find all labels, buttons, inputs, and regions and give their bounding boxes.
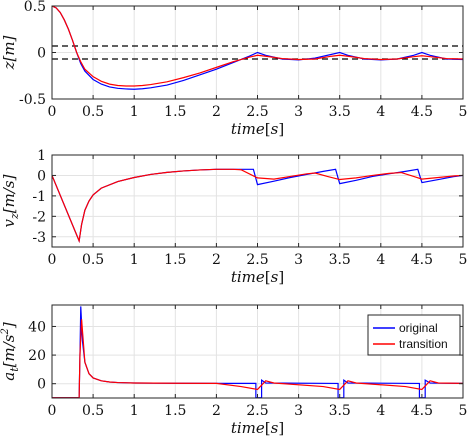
y-axis-label: at[m/s2] [0,322,21,381]
x-tick-label: 3.5 [329,252,351,268]
y-axis-label: z[m] [0,35,18,70]
y-tick-label: 0 [37,168,46,184]
subplot-2: 0 0.5 1 1.5 2 2.5 3 3.5 4 4.5 5 1 0 -1 -2 -3 time[s] vz[m… [0,148,467,286]
x-axis-label: time[s] [231,419,284,437]
y-axis-label: vz[m/s] [0,174,21,227]
x-axis-label: time[s] [231,268,284,286]
series-line-red [52,6,463,87]
x-tick-label: 2.5 [246,104,268,120]
x-tick-label: 0 [48,252,57,268]
x-tick-label: 0 [48,403,57,419]
x-tick-label: 1.5 [164,104,186,120]
legend: original transition [367,314,461,356]
x-tick-label: 1.5 [164,252,186,268]
x-tick-label: 5 [459,252,468,268]
y-tick-label: 40 [28,319,46,335]
x-tick-label: 2 [212,252,221,268]
grid [51,154,464,247]
x-tick-label: 3 [294,403,303,419]
y-tick-label: -0.5 [19,92,46,108]
x-tick-label: 5 [459,104,468,120]
x-tick-label: 1 [130,104,139,120]
x-tick-label: 3 [294,104,303,120]
y-tick-label: 0 [37,46,46,62]
legend-label-transition: transition [399,337,448,351]
subplot-3: 0 0.5 1 1.5 2 2.5 3 3.5 4 4.5 5 40 20 0 time[s] at[m/s2… [0,304,468,437]
x-tick-label: 4 [376,403,385,419]
x-tick-label: 2 [212,403,221,419]
y-tick-label: -1 [32,189,46,205]
y-tick-label: -3 [32,230,46,246]
x-tick-label: 3.5 [329,104,351,120]
x-tick-label: 2.5 [246,403,268,419]
y-tick-label: 20 [28,348,46,364]
series-line-red [52,168,463,244]
y-tick-label: 1 [37,148,46,164]
x-tick-label: 3 [294,252,303,268]
y-tick-label: 0.5 [24,0,46,15]
x-tick-label: 0 [48,104,57,120]
x-tick-label: 0.5 [82,252,104,268]
x-tick-label: 4.5 [411,403,433,419]
legend-label-original: original [399,321,438,335]
legend-box [367,314,461,356]
x-tick-label: 0.5 [82,403,104,419]
y-tick-label: 0 [37,377,46,393]
x-tick-label: 4.5 [411,252,433,268]
x-tick-label: 5 [459,403,468,419]
x-tick-label: 1 [130,403,139,419]
x-tick-label: 0.5 [82,104,104,120]
y-tick-label: -2 [32,209,46,225]
x-axis-label: time[s] [231,120,284,138]
x-tick-label: 4 [376,252,385,268]
x-tick-label: 3.5 [329,403,351,419]
x-tick-label: 2 [212,104,221,120]
x-tick-label: 2.5 [246,252,268,268]
x-tick-label: 4 [376,104,385,120]
x-tick-label: 4.5 [411,104,433,120]
x-tick-label: 1.5 [164,403,186,419]
x-tick-label: 1 [130,252,139,268]
series-line-transition [52,319,463,398]
